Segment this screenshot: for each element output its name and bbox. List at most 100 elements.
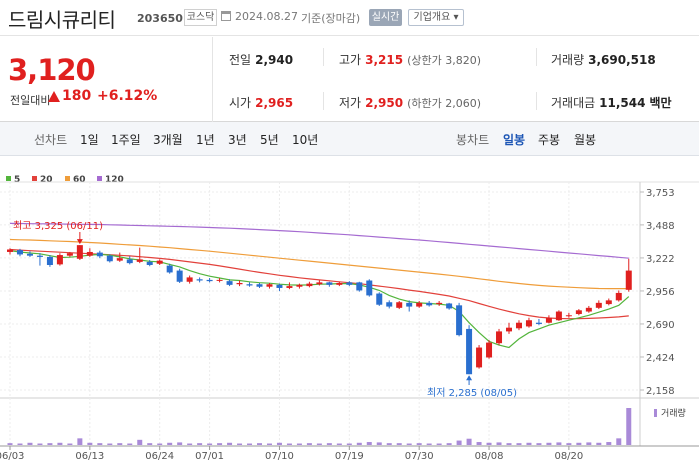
amount-unit: 백만 <box>649 96 672 110</box>
tab-weekly[interactable]: 주봉 <box>538 133 561 147</box>
candle-body <box>346 282 353 285</box>
volume-bar <box>306 443 312 445</box>
low-label: 저가 <box>339 96 362 110</box>
volume-bar <box>77 438 83 445</box>
candle-body <box>406 302 413 307</box>
change-amount: 180 <box>62 88 92 104</box>
volume-bar <box>57 442 63 445</box>
candle-body <box>396 302 403 308</box>
volume-legend-swatch <box>654 409 657 417</box>
volume-bar <box>486 442 492 445</box>
tab-daily[interactable]: 일봉 <box>503 133 526 147</box>
volume-bar <box>626 408 632 445</box>
ma20-line <box>9 248 629 320</box>
divider <box>536 92 537 110</box>
tab-10y[interactable]: 10년 <box>292 133 319 147</box>
candle-body <box>436 302 443 305</box>
x-tick-label: 07/10 <box>265 451 294 462</box>
candle-body <box>306 283 313 287</box>
high-value: 3,215 <box>365 53 404 67</box>
volume-bar <box>47 443 53 445</box>
volume-bar <box>97 443 103 445</box>
candle-body <box>456 305 463 336</box>
volume-bar <box>376 442 382 445</box>
candle-body <box>506 327 512 332</box>
candle-body <box>476 347 483 368</box>
candle-body <box>136 259 143 262</box>
volume-bar <box>406 443 412 445</box>
y-axis: 3,753 3,488 3,222 2,956 2,690 2,424 2,158 <box>640 188 675 397</box>
x-tick-label: 06/13 <box>75 451 104 462</box>
candle-body <box>86 251 93 256</box>
y-tick-label: 3,222 <box>646 254 675 265</box>
legend-item-20: 20 <box>32 175 53 185</box>
x-tick-label: 07/30 <box>405 451 434 462</box>
volume-bar <box>147 443 153 445</box>
volume-bar <box>606 442 612 445</box>
candle-body <box>486 342 493 358</box>
volume-bar <box>426 443 432 445</box>
volume-bar <box>117 443 123 445</box>
candle-body <box>106 255 113 262</box>
volume-bar <box>237 443 243 445</box>
down-arrow-icon <box>76 239 83 245</box>
volume-bar <box>316 443 322 445</box>
y-tick-label: 2,158 <box>646 386 675 397</box>
tab-1y[interactable]: 1년 <box>196 133 215 147</box>
candle-body <box>416 302 423 307</box>
tab-monthly[interactable]: 월봉 <box>574 133 597 147</box>
tab-5y[interactable]: 5년 <box>260 133 279 147</box>
candle-body <box>126 259 133 264</box>
divider <box>212 37 213 122</box>
tab-1d[interactable]: 1일 <box>80 133 99 147</box>
stock-header: 드림시큐리티 203650 코스닥 2024.08.27 기준(장마감) 실시간… <box>0 0 699 36</box>
ma60-line <box>9 238 629 290</box>
candle-body <box>585 307 592 312</box>
candle-body <box>116 258 123 261</box>
volume-bar <box>556 442 562 445</box>
candle-body <box>96 252 103 257</box>
volume-bar <box>127 443 133 445</box>
prev-close-label: 전일 <box>229 53 252 67</box>
candle-body <box>246 284 253 286</box>
volume-bar <box>276 442 282 445</box>
realtime-button[interactable]: 실시간 <box>369 9 402 26</box>
candle-body <box>196 279 203 281</box>
volume-bar <box>576 442 582 445</box>
x-axis: 06/03 06/13 06/24 07/01 07/10 07/19 07/30 08/08… <box>0 446 583 462</box>
volume-bar <box>257 443 262 445</box>
volume-bar <box>157 443 163 445</box>
current-price: 3,120 <box>8 53 96 87</box>
candle-body <box>595 302 602 308</box>
divider <box>536 48 537 66</box>
candle-body <box>76 245 83 259</box>
high-label: 고가 <box>339 53 362 67</box>
open-value: 2,965 <box>255 96 294 110</box>
candlestick-chart[interactable]: 3,753 3,488 3,222 2,956 2,690 2,424 2,158 06/0… <box>0 170 699 463</box>
volume-bar <box>187 443 193 445</box>
volume-bar <box>536 443 542 445</box>
volume-bar <box>67 443 73 445</box>
volume-bar <box>207 443 213 445</box>
company-overview-button[interactable]: 기업개요 ▾ <box>408 9 464 26</box>
candle-body <box>525 320 532 327</box>
tab-3y[interactable]: 3년 <box>228 133 247 147</box>
tab-1w[interactable]: 1주일 <box>111 133 141 147</box>
volume-bar <box>137 439 143 445</box>
candle-body <box>66 253 73 256</box>
amount-value: 11,544 <box>599 96 646 110</box>
candle-body <box>216 279 223 281</box>
volume-bar <box>37 443 43 445</box>
quote-basis: 기준(장마감) <box>301 12 361 25</box>
volume-bar <box>566 443 572 445</box>
tab-3m[interactable]: 3개월 <box>153 133 183 147</box>
volume-bar <box>416 443 422 445</box>
ma5-line <box>9 250 630 349</box>
volume-bar <box>336 443 342 445</box>
y-tick-label: 3,488 <box>646 221 675 232</box>
candle-body <box>605 300 612 305</box>
volume-bar <box>27 442 33 445</box>
candle-body <box>615 292 622 301</box>
candle-body <box>446 303 453 309</box>
volume-label: 거래량 <box>661 407 686 419</box>
